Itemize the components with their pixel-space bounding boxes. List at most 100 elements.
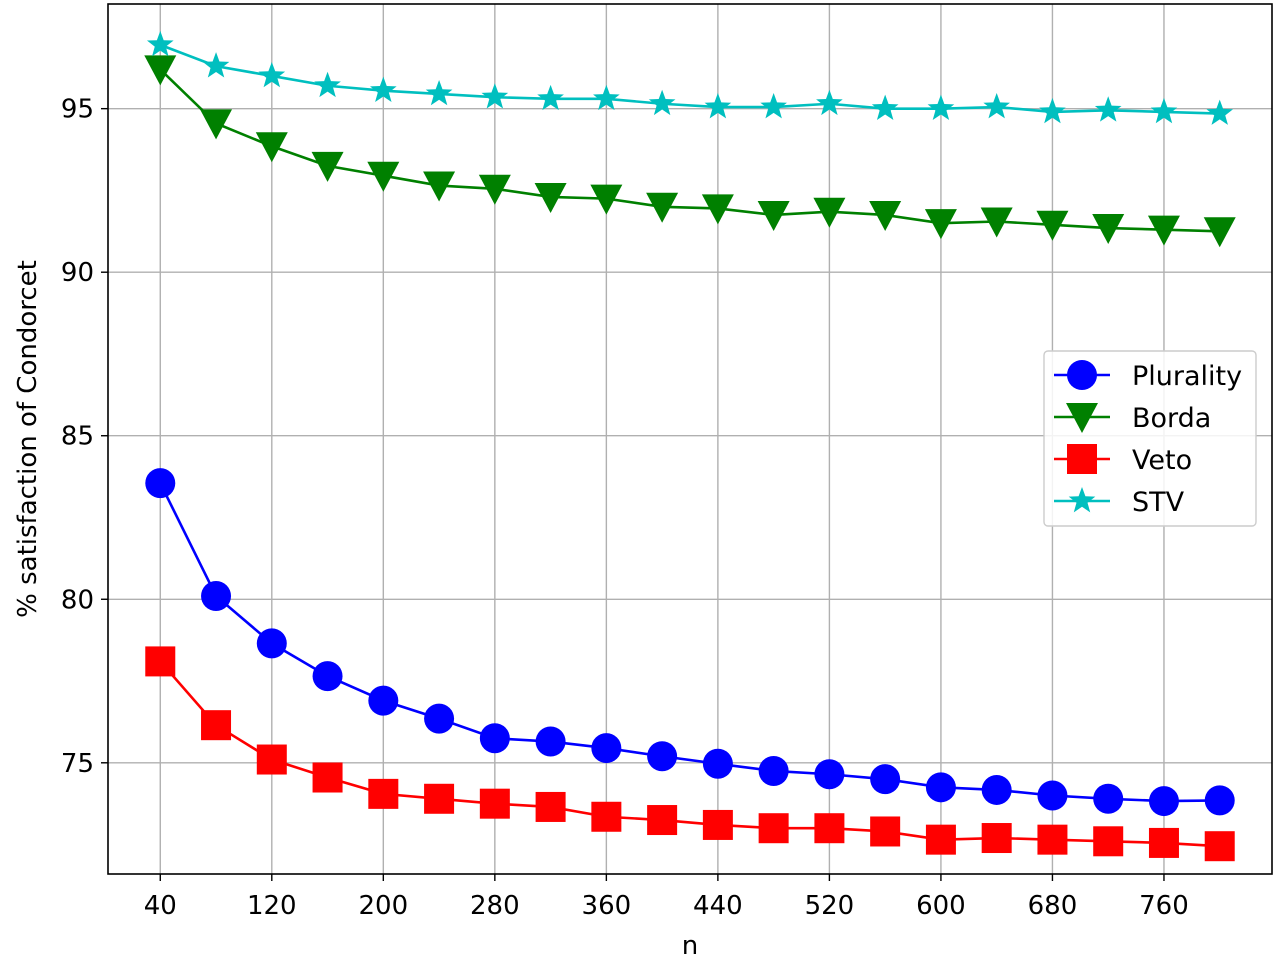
data-point bbox=[368, 778, 399, 809]
series-plurality bbox=[145, 468, 1235, 817]
data-point bbox=[590, 184, 623, 215]
data-point bbox=[591, 801, 622, 832]
legend-label: Borda bbox=[1132, 403, 1211, 434]
data-point bbox=[481, 83, 509, 109]
data-point bbox=[925, 824, 956, 855]
legend-marker bbox=[1068, 487, 1096, 513]
data-point bbox=[816, 89, 843, 116]
data-point bbox=[1039, 97, 1066, 124]
legend-marker bbox=[1067, 444, 1097, 474]
data-point bbox=[1093, 783, 1124, 814]
data-point bbox=[591, 733, 622, 764]
y-axis-label: % satisfaction of Condorcet bbox=[13, 260, 43, 618]
y-tick-label: 95 bbox=[61, 95, 94, 125]
data-point bbox=[145, 468, 176, 499]
data-point bbox=[144, 55, 177, 86]
data-point bbox=[479, 788, 510, 819]
data-point bbox=[146, 30, 174, 57]
x-tick-label: 600 bbox=[916, 891, 966, 921]
data-point bbox=[924, 209, 957, 240]
series-borda bbox=[144, 55, 1236, 248]
data-point bbox=[758, 755, 789, 786]
data-point bbox=[201, 580, 232, 611]
y-tick-label: 75 bbox=[61, 749, 94, 779]
data-point bbox=[758, 813, 789, 844]
legend-box bbox=[1043, 350, 1257, 527]
data-point bbox=[367, 161, 400, 192]
data-point bbox=[425, 79, 453, 106]
data-point bbox=[1148, 786, 1179, 817]
legend-label: STV bbox=[1132, 487, 1185, 518]
data-point bbox=[312, 762, 343, 793]
data-point bbox=[983, 93, 1010, 119]
data-point bbox=[535, 791, 566, 822]
legend: Plurality Borda Veto STV bbox=[1043, 350, 1257, 527]
data-point bbox=[871, 94, 899, 120]
data-point bbox=[647, 741, 678, 772]
legend-item-plurality: Plurality bbox=[1054, 360, 1242, 392]
data-point bbox=[814, 759, 845, 790]
series-line bbox=[159, 68, 1220, 233]
legend-item-stv: STV bbox=[1054, 487, 1185, 518]
data-point bbox=[312, 661, 343, 692]
data-point bbox=[1094, 96, 1122, 122]
data-point bbox=[1204, 831, 1235, 862]
data-point bbox=[760, 93, 787, 119]
data-point bbox=[701, 194, 734, 225]
data-point bbox=[478, 174, 511, 205]
data-point bbox=[1037, 780, 1068, 811]
plot-frame bbox=[107, 3, 1273, 875]
data-point bbox=[200, 109, 233, 140]
data-point bbox=[1204, 785, 1235, 816]
axis-ticks: 40 120 200 280 360 440 520 600 680 760 75 80 85 90 95 bbox=[61, 95, 1189, 921]
series-line bbox=[159, 482, 1220, 803]
series-veto bbox=[145, 646, 1235, 862]
data-point bbox=[1037, 824, 1068, 855]
legend-marker bbox=[1067, 360, 1097, 390]
data-point bbox=[534, 182, 567, 213]
data-point bbox=[646, 192, 679, 223]
data-point bbox=[981, 823, 1012, 854]
data-point bbox=[869, 200, 902, 231]
data-point bbox=[648, 89, 676, 116]
data-point bbox=[423, 171, 456, 202]
data-point bbox=[981, 774, 1012, 805]
x-tick-label: 680 bbox=[1028, 891, 1078, 921]
data-point bbox=[870, 764, 901, 795]
data-point bbox=[702, 748, 733, 779]
data-point bbox=[256, 628, 287, 659]
data-point bbox=[255, 132, 288, 163]
data-point bbox=[145, 646, 176, 677]
data-point bbox=[258, 61, 286, 88]
legend-item-veto: Veto bbox=[1054, 444, 1192, 476]
legend-label: Veto bbox=[1132, 445, 1192, 476]
x-tick-label: 280 bbox=[470, 891, 520, 921]
data-point bbox=[424, 783, 455, 814]
series-line bbox=[159, 43, 1220, 115]
y-tick-label: 80 bbox=[61, 585, 94, 615]
data-point bbox=[535, 726, 566, 757]
data-point bbox=[424, 703, 455, 734]
data-point bbox=[647, 805, 678, 836]
x-tick-label: 200 bbox=[358, 891, 408, 921]
data-point bbox=[1150, 97, 1178, 124]
data-point bbox=[256, 744, 287, 775]
data-point bbox=[1036, 210, 1069, 241]
data-point bbox=[1093, 826, 1124, 857]
x-tick-label: 40 bbox=[144, 891, 177, 921]
data-point bbox=[1203, 217, 1236, 248]
data-point bbox=[479, 723, 510, 754]
x-tick-label: 520 bbox=[805, 891, 855, 921]
data-point bbox=[201, 710, 232, 741]
x-tick-label: 360 bbox=[582, 891, 632, 921]
data-point bbox=[704, 93, 732, 119]
series-line bbox=[159, 660, 1220, 848]
data-point bbox=[314, 71, 341, 98]
data-point bbox=[814, 813, 845, 844]
data-point bbox=[813, 197, 846, 228]
y-tick-label: 85 bbox=[61, 422, 94, 452]
data-point bbox=[702, 809, 733, 840]
data-point bbox=[537, 84, 564, 111]
legend-marker bbox=[1066, 403, 1098, 433]
